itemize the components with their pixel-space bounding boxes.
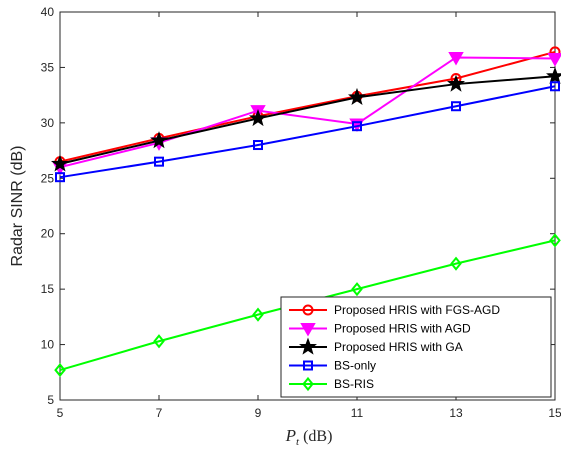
y-axis-label: Radar SINR (dB) bbox=[9, 146, 26, 267]
y-tick-label: 5 bbox=[47, 393, 54, 407]
y-tick-label: 30 bbox=[41, 116, 55, 130]
y-tick-label: 10 bbox=[41, 338, 55, 352]
legend-label: Proposed HRIS with GA bbox=[334, 340, 463, 354]
x-tick-label: 9 bbox=[255, 406, 262, 420]
y-tick-label: 25 bbox=[41, 171, 55, 185]
x-axis-label: Pt (dB) bbox=[285, 426, 333, 448]
y-tick-label: 15 bbox=[41, 282, 55, 296]
legend-label: Proposed HRIS with FGS-AGD bbox=[334, 303, 500, 317]
x-tick-label: 5 bbox=[57, 406, 64, 420]
legend: Proposed HRIS with FGS-AGD Proposed HRIS … bbox=[281, 297, 551, 397]
x-tick-label: 7 bbox=[156, 406, 163, 420]
legend-label: BS-RIS bbox=[334, 377, 374, 391]
legend-label: BS-only bbox=[334, 359, 376, 373]
x-tick-label: 15 bbox=[548, 406, 561, 420]
y-tick-label: 40 bbox=[41, 5, 55, 19]
y-tick-label: 35 bbox=[41, 60, 55, 74]
y-tick-label: 20 bbox=[41, 227, 55, 241]
legend-label: Proposed HRIS with AGD bbox=[334, 322, 471, 336]
x-tick-label: 11 bbox=[351, 406, 364, 420]
x-tick-label: 13 bbox=[449, 406, 463, 420]
